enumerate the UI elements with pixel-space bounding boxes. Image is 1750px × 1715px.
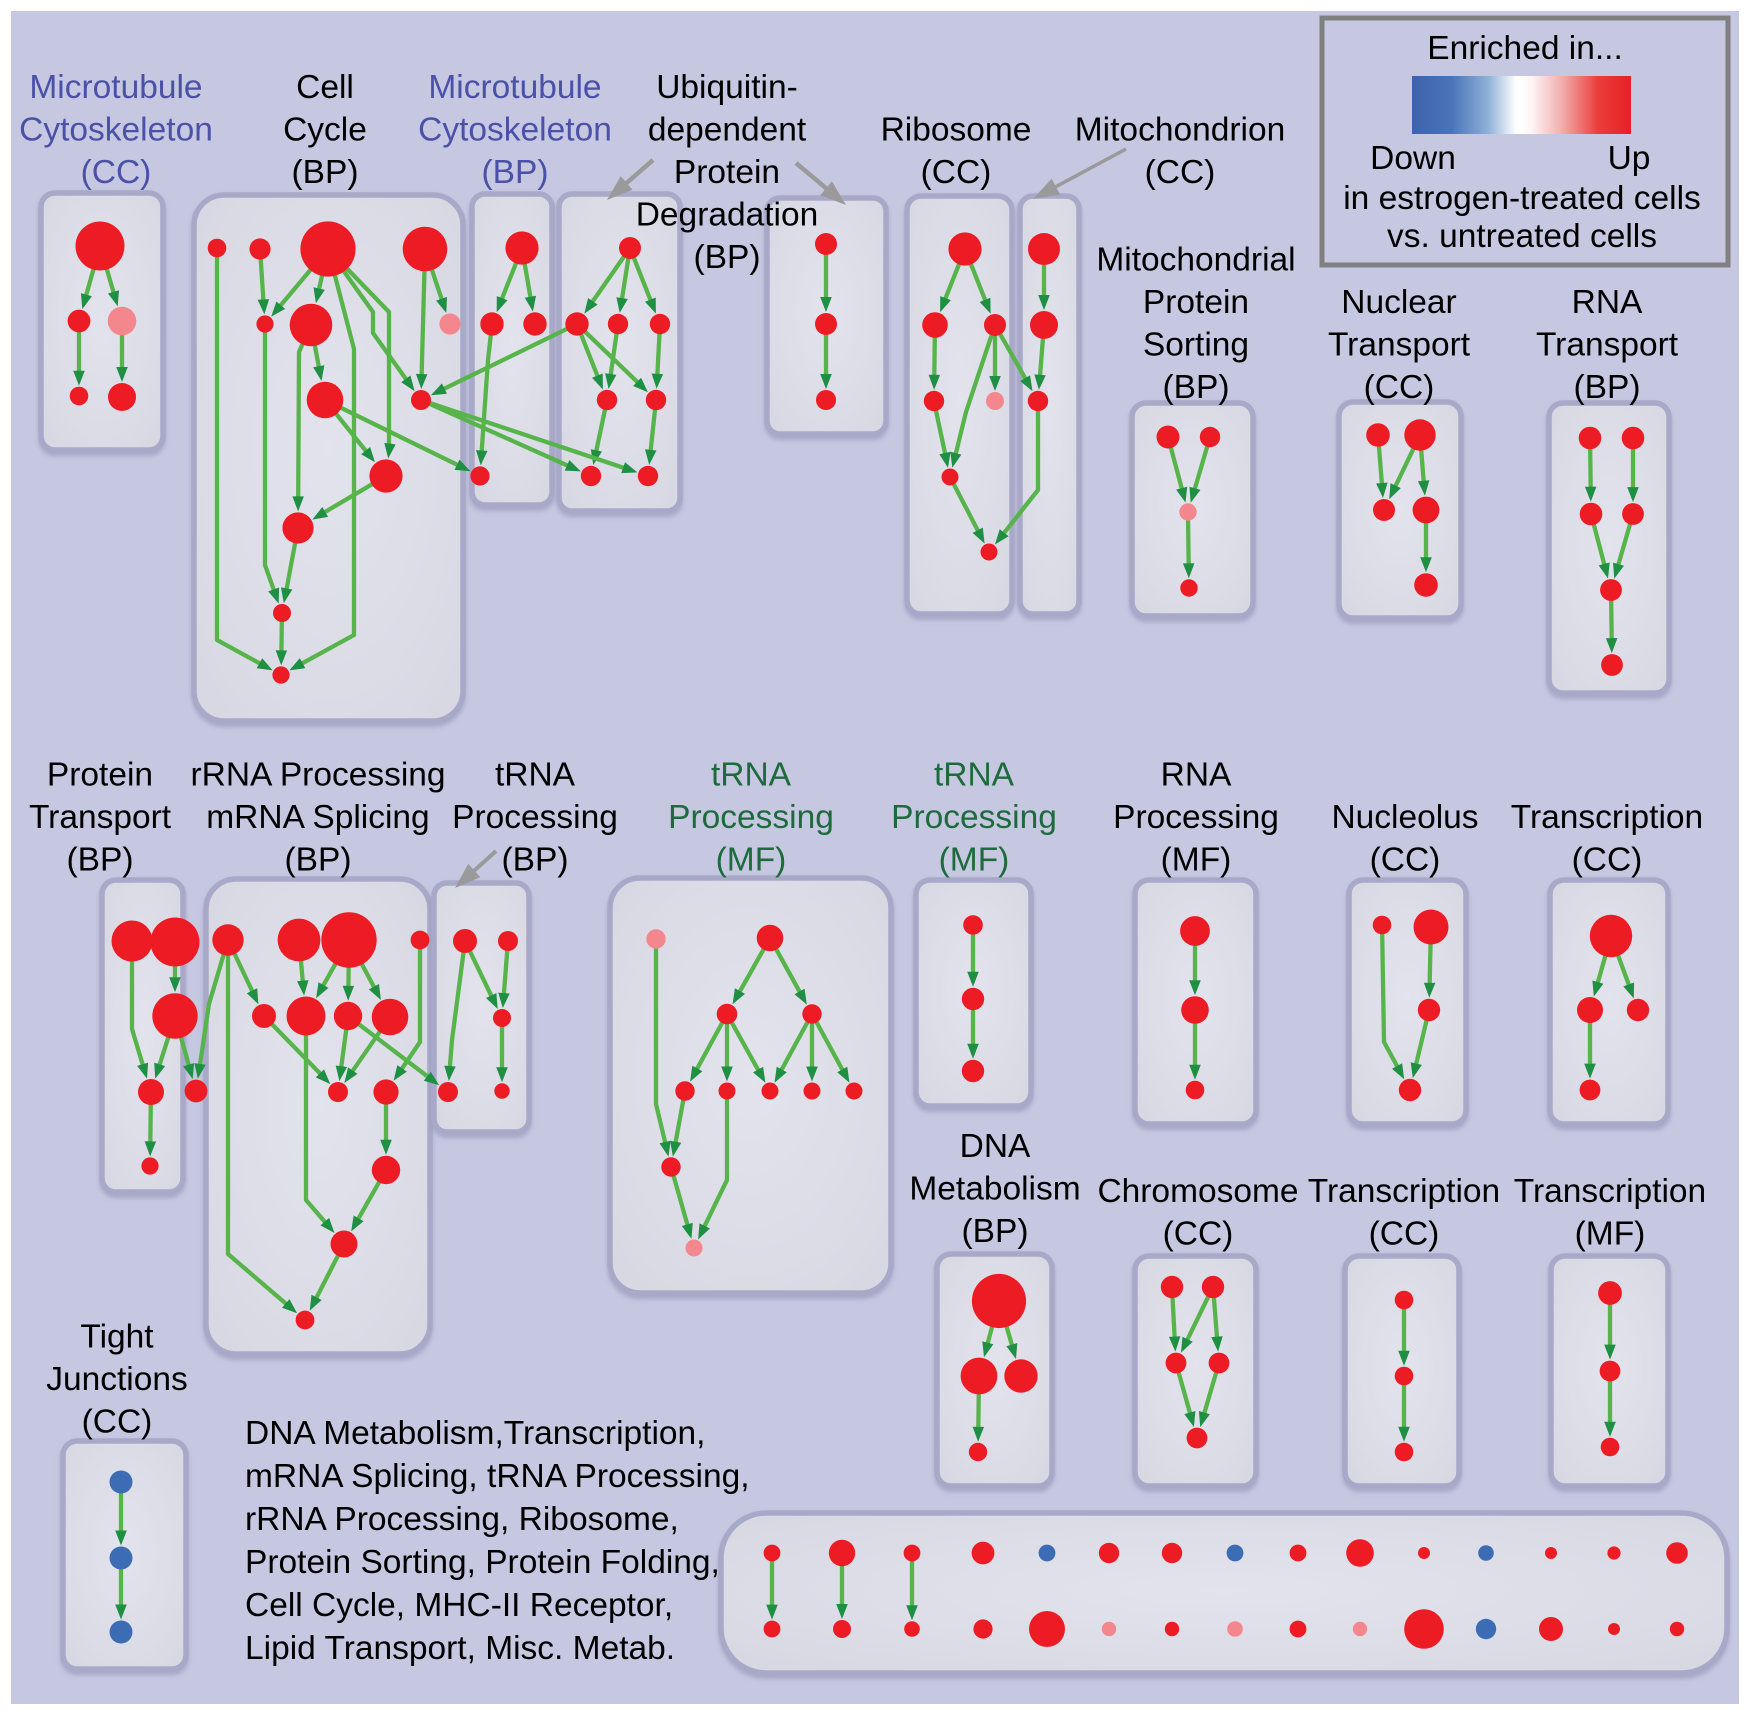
svg-text:Cell Cycle, MHC-II Receptor,: Cell Cycle, MHC-II Receptor,: [245, 1587, 673, 1624]
svg-text:Cytoskeleton: Cytoskeleton: [19, 112, 213, 149]
svg-text:(CC): (CC): [1572, 842, 1643, 879]
svg-text:Transcription: Transcription: [1511, 799, 1703, 836]
svg-text:(CC): (CC): [82, 1404, 153, 1441]
svg-text:RNA: RNA: [1572, 284, 1643, 321]
svg-text:Nuclear: Nuclear: [1341, 284, 1456, 321]
svg-text:(BP): (BP): [502, 842, 569, 879]
svg-text:Cycle: Cycle: [283, 112, 367, 149]
svg-text:Transport: Transport: [29, 799, 172, 836]
svg-text:rRNA Processing, Ribosome,: rRNA Processing, Ribosome,: [245, 1501, 679, 1538]
svg-text:(BP): (BP): [482, 154, 549, 191]
svg-text:Processing: Processing: [1113, 799, 1279, 836]
svg-text:Transcription: Transcription: [1514, 1173, 1706, 1210]
svg-text:Sorting: Sorting: [1143, 327, 1249, 364]
svg-text:Protein: Protein: [47, 757, 153, 794]
svg-text:Mitochondrial: Mitochondrial: [1096, 242, 1295, 279]
svg-text:Metabolism: Metabolism: [909, 1171, 1080, 1208]
svg-text:Up: Up: [1608, 140, 1651, 177]
svg-text:DNA: DNA: [960, 1128, 1031, 1165]
svg-text:(CC): (CC): [1370, 842, 1441, 879]
svg-text:(CC): (CC): [81, 154, 152, 191]
svg-text:(MF): (MF): [716, 842, 787, 879]
svg-text:Transport: Transport: [1536, 327, 1679, 364]
svg-text:Ubiquitin-: Ubiquitin-: [656, 69, 798, 106]
svg-text:(CC): (CC): [1369, 1216, 1440, 1253]
svg-text:Protein: Protein: [1143, 284, 1249, 321]
svg-text:RNA: RNA: [1161, 757, 1232, 794]
svg-text:Transport: Transport: [1328, 327, 1471, 364]
svg-text:(BP): (BP): [292, 154, 359, 191]
svg-text:vs. untreated cells: vs. untreated cells: [1387, 218, 1657, 255]
svg-text:Down: Down: [1370, 140, 1456, 177]
svg-text:Protein: Protein: [674, 154, 780, 191]
svg-text:tRNA: tRNA: [495, 757, 576, 794]
svg-text:Microtubule: Microtubule: [428, 69, 601, 106]
svg-text:in estrogen-treated cells: in estrogen-treated cells: [1343, 180, 1701, 217]
svg-text:dependent: dependent: [648, 112, 807, 149]
svg-text:(MF): (MF): [1161, 842, 1232, 879]
svg-text:Cytoskeleton: Cytoskeleton: [418, 112, 612, 149]
svg-text:mRNA Splicing: mRNA Splicing: [206, 799, 429, 836]
svg-text:(CC): (CC): [1364, 369, 1435, 406]
svg-text:Processing: Processing: [891, 799, 1057, 836]
svg-text:DNA Metabolism,Transcription,: DNA Metabolism,Transcription,: [245, 1415, 705, 1452]
svg-text:(MF): (MF): [939, 842, 1010, 879]
svg-text:(BP): (BP): [962, 1213, 1029, 1250]
svg-text:tRNA: tRNA: [934, 757, 1015, 794]
svg-text:tRNA: tRNA: [711, 757, 792, 794]
svg-text:(CC): (CC): [921, 154, 992, 191]
svg-text:(BP): (BP): [285, 842, 352, 879]
svg-text:Cell: Cell: [296, 69, 354, 106]
svg-text:Processing: Processing: [452, 799, 618, 836]
svg-text:(CC): (CC): [1145, 154, 1216, 191]
svg-text:Processing: Processing: [668, 799, 834, 836]
svg-text:mRNA Splicing, tRNA Processing: mRNA Splicing, tRNA Processing,: [245, 1458, 750, 1495]
svg-text:(BP): (BP): [67, 842, 134, 879]
svg-text:Lipid Transport, Misc. Metab.: Lipid Transport, Misc. Metab.: [245, 1630, 675, 1667]
svg-text:Enriched in...: Enriched in...: [1427, 30, 1623, 67]
svg-text:Junctions: Junctions: [46, 1361, 188, 1398]
svg-text:Tight: Tight: [80, 1319, 154, 1356]
svg-text:Mitochondrion: Mitochondrion: [1075, 112, 1285, 149]
svg-text:Protein Sorting, Protein Foldi: Protein Sorting, Protein Folding,: [245, 1544, 720, 1581]
svg-text:Transcription: Transcription: [1308, 1173, 1500, 1210]
svg-text:(CC): (CC): [1163, 1216, 1234, 1253]
svg-text:Chromosome: Chromosome: [1097, 1173, 1298, 1210]
svg-text:Ribosome: Ribosome: [881, 112, 1032, 149]
svg-text:rRNA Processing: rRNA Processing: [190, 757, 445, 794]
svg-text:Nucleolus: Nucleolus: [1331, 799, 1478, 836]
svg-text:Degradation: Degradation: [636, 197, 819, 234]
svg-text:Microtubule: Microtubule: [29, 69, 202, 106]
svg-text:(BP): (BP): [1163, 369, 1230, 406]
svg-text:(BP): (BP): [694, 239, 761, 276]
svg-text:(MF): (MF): [1575, 1216, 1646, 1253]
svg-text:(BP): (BP): [1574, 369, 1641, 406]
